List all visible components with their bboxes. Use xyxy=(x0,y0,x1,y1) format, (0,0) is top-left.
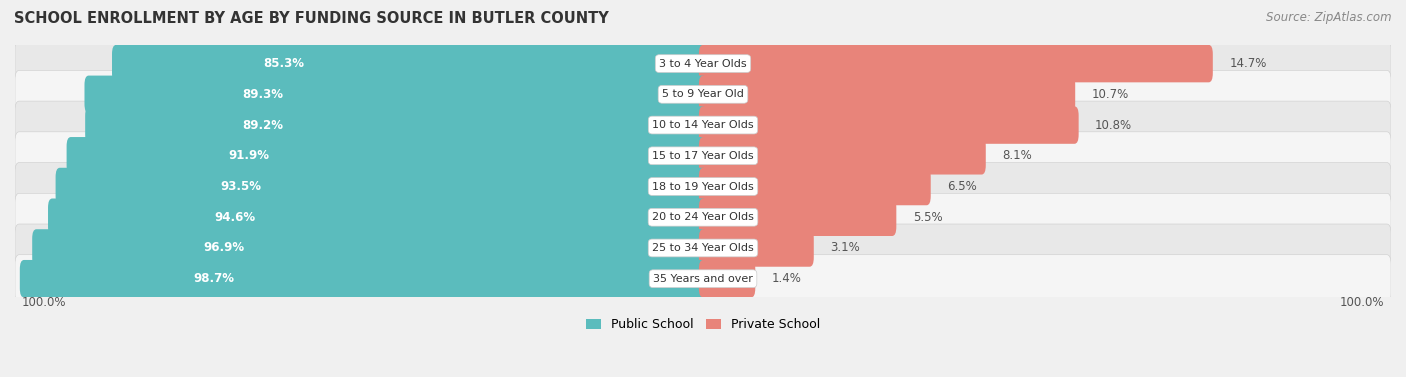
Text: 91.9%: 91.9% xyxy=(229,149,270,162)
FancyBboxPatch shape xyxy=(699,45,1213,82)
Text: Source: ZipAtlas.com: Source: ZipAtlas.com xyxy=(1267,11,1392,24)
FancyBboxPatch shape xyxy=(66,137,707,175)
Text: 5.5%: 5.5% xyxy=(912,211,942,224)
FancyBboxPatch shape xyxy=(699,260,755,297)
Text: 14.7%: 14.7% xyxy=(1229,57,1267,70)
Text: 100.0%: 100.0% xyxy=(1340,296,1384,309)
Text: 3.1%: 3.1% xyxy=(831,242,860,254)
FancyBboxPatch shape xyxy=(699,229,814,267)
FancyBboxPatch shape xyxy=(20,260,707,297)
FancyBboxPatch shape xyxy=(15,132,1391,180)
Text: 35 Years and over: 35 Years and over xyxy=(652,274,754,284)
FancyBboxPatch shape xyxy=(15,193,1391,241)
FancyBboxPatch shape xyxy=(15,224,1391,272)
Text: 25 to 34 Year Olds: 25 to 34 Year Olds xyxy=(652,243,754,253)
Text: 10 to 14 Year Olds: 10 to 14 Year Olds xyxy=(652,120,754,130)
Text: 10.7%: 10.7% xyxy=(1091,88,1129,101)
Text: 94.6%: 94.6% xyxy=(215,211,256,224)
Text: 5 to 9 Year Old: 5 to 9 Year Old xyxy=(662,89,744,99)
Text: 89.2%: 89.2% xyxy=(243,118,284,132)
Text: 93.5%: 93.5% xyxy=(221,180,262,193)
Text: 18 to 19 Year Olds: 18 to 19 Year Olds xyxy=(652,181,754,192)
FancyBboxPatch shape xyxy=(699,106,1078,144)
Text: 20 to 24 Year Olds: 20 to 24 Year Olds xyxy=(652,212,754,222)
FancyBboxPatch shape xyxy=(48,199,707,236)
Text: 6.5%: 6.5% xyxy=(948,180,977,193)
Text: 3 to 4 Year Olds: 3 to 4 Year Olds xyxy=(659,58,747,69)
Text: 1.4%: 1.4% xyxy=(772,272,801,285)
FancyBboxPatch shape xyxy=(15,40,1391,87)
FancyBboxPatch shape xyxy=(699,137,986,175)
Text: 15 to 17 Year Olds: 15 to 17 Year Olds xyxy=(652,151,754,161)
Text: 98.7%: 98.7% xyxy=(194,272,235,285)
FancyBboxPatch shape xyxy=(112,45,707,82)
Text: 100.0%: 100.0% xyxy=(22,296,66,309)
Legend: Public School, Private School: Public School, Private School xyxy=(581,313,825,336)
Text: 89.3%: 89.3% xyxy=(242,88,283,101)
FancyBboxPatch shape xyxy=(699,168,931,205)
Text: 96.9%: 96.9% xyxy=(202,242,245,254)
FancyBboxPatch shape xyxy=(32,229,707,267)
FancyBboxPatch shape xyxy=(56,168,707,205)
FancyBboxPatch shape xyxy=(699,75,1076,113)
Text: 85.3%: 85.3% xyxy=(263,57,304,70)
FancyBboxPatch shape xyxy=(699,199,897,236)
FancyBboxPatch shape xyxy=(15,70,1391,118)
FancyBboxPatch shape xyxy=(15,101,1391,149)
Text: 10.8%: 10.8% xyxy=(1095,118,1132,132)
Text: SCHOOL ENROLLMENT BY AGE BY FUNDING SOURCE IN BUTLER COUNTY: SCHOOL ENROLLMENT BY AGE BY FUNDING SOUR… xyxy=(14,11,609,26)
FancyBboxPatch shape xyxy=(15,255,1391,303)
FancyBboxPatch shape xyxy=(86,106,707,144)
FancyBboxPatch shape xyxy=(84,75,707,113)
Text: 8.1%: 8.1% xyxy=(1002,149,1032,162)
FancyBboxPatch shape xyxy=(15,162,1391,210)
